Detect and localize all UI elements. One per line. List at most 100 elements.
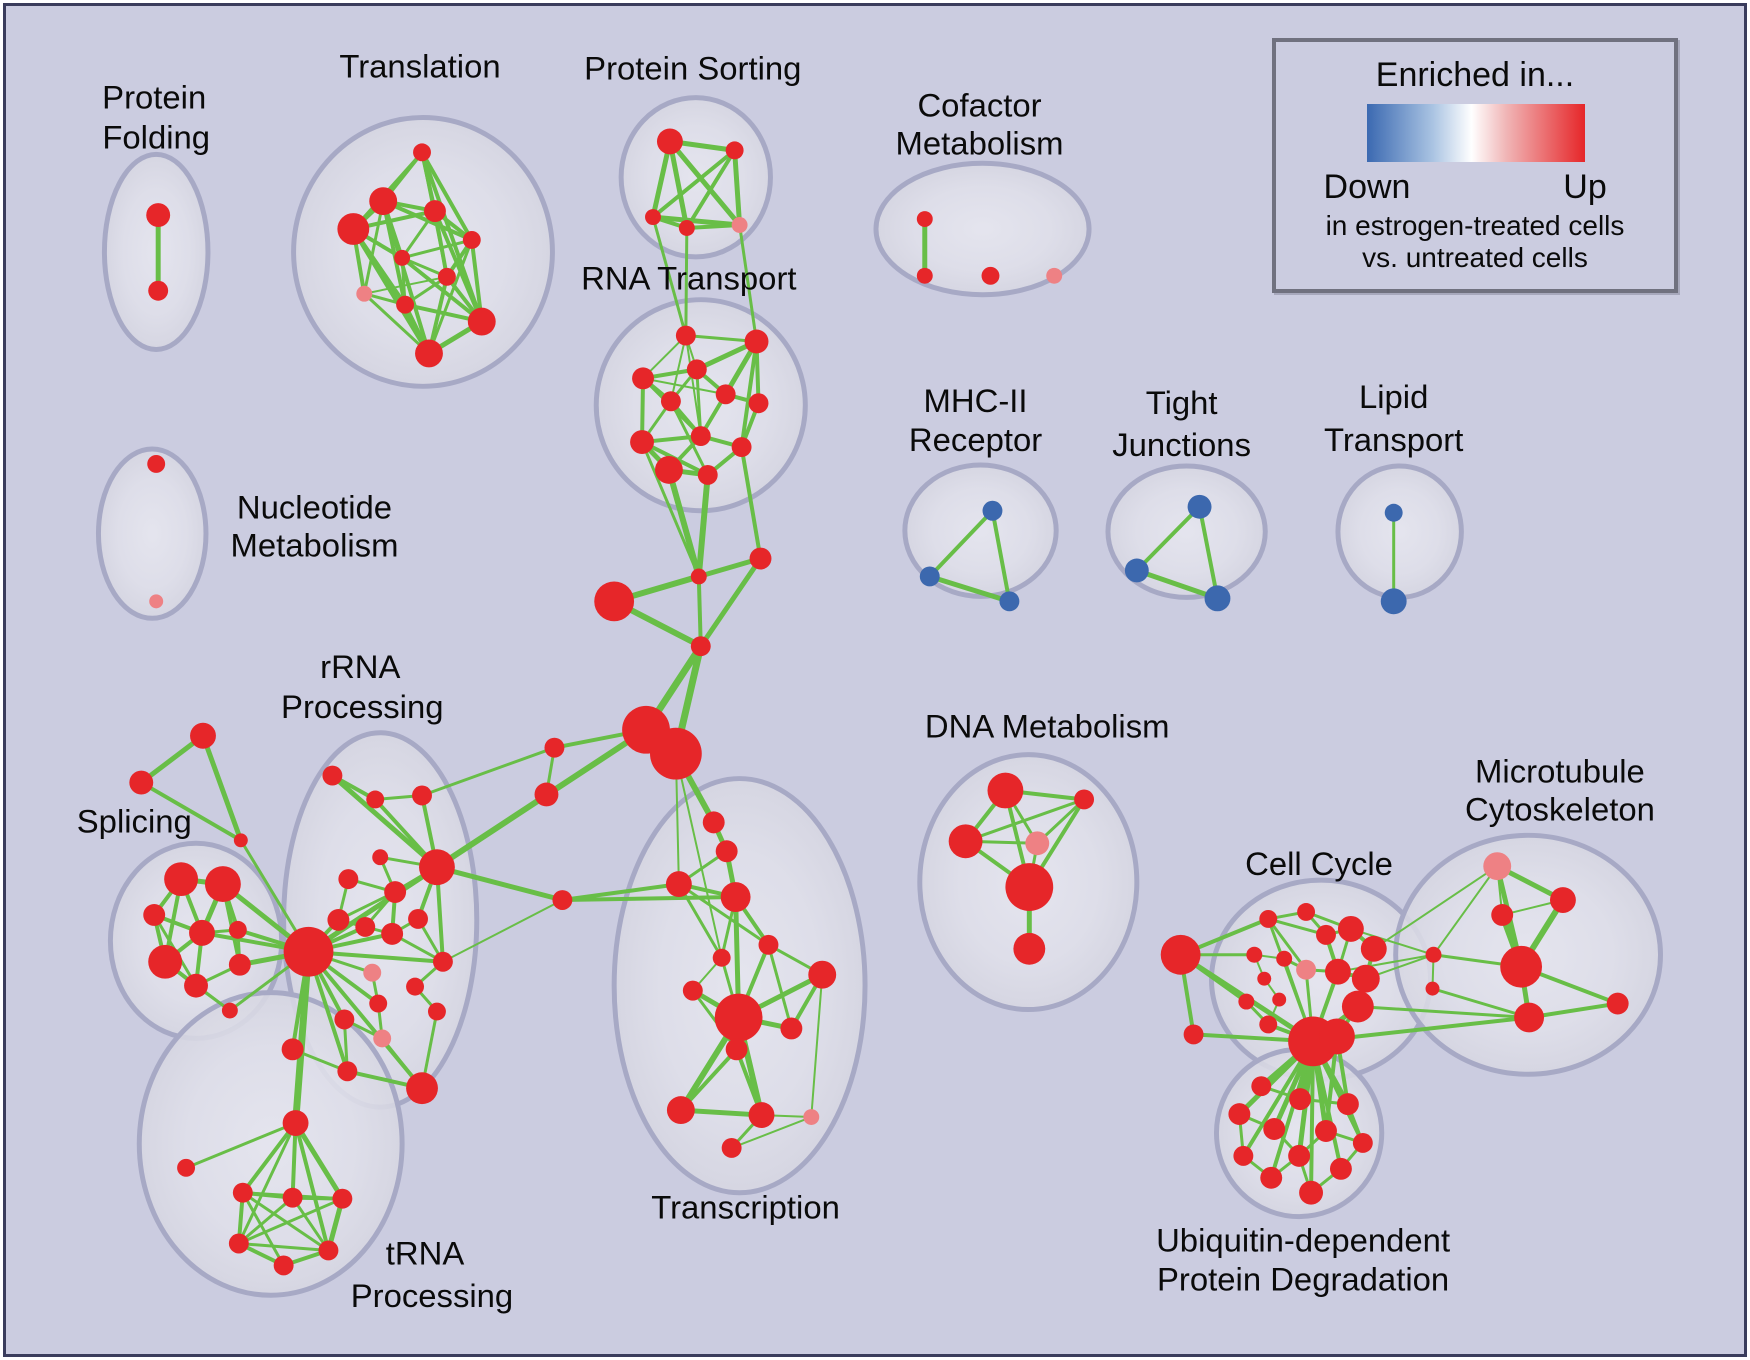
network-node[interactable]	[190, 722, 216, 749]
network-edge[interactable]	[1197, 504, 1220, 601]
network-node[interactable]	[282, 1110, 309, 1136]
network-node[interactable]	[1549, 887, 1576, 913]
network-node[interactable]	[148, 944, 183, 979]
network-node[interactable]	[1263, 1118, 1286, 1140]
network-edge[interactable]	[350, 226, 432, 356]
network-node[interactable]	[665, 871, 692, 898]
network-node[interactable]	[748, 1102, 775, 1129]
network-node[interactable]	[413, 143, 431, 162]
network-edge[interactable]	[420, 746, 556, 797]
network-edge[interactable]	[732, 147, 743, 228]
network-node[interactable]	[1046, 267, 1063, 284]
network-edge[interactable]	[738, 223, 759, 343]
network-node[interactable]	[552, 890, 573, 910]
network-node[interactable]	[731, 217, 748, 233]
network-edge[interactable]	[184, 1121, 298, 1170]
network-node[interactable]	[1204, 585, 1231, 612]
network-node[interactable]	[1425, 946, 1442, 963]
network-node[interactable]	[149, 594, 164, 609]
network-node[interactable]	[427, 1002, 446, 1021]
network-node[interactable]	[1352, 1132, 1373, 1153]
network-node[interactable]	[690, 426, 711, 447]
network-node[interactable]	[697, 464, 718, 485]
network-edge[interactable]	[420, 150, 474, 242]
network-node[interactable]	[129, 770, 154, 795]
network-node[interactable]	[1257, 971, 1272, 986]
network-edge[interactable]	[964, 797, 1086, 843]
network-edge[interactable]	[200, 733, 244, 843]
network-node[interactable]	[982, 500, 1003, 521]
network-node[interactable]	[749, 547, 772, 570]
network-edge[interactable]	[669, 334, 687, 403]
network-node[interactable]	[1160, 934, 1201, 975]
network-edge[interactable]	[1432, 865, 1499, 956]
network-node[interactable]	[690, 568, 707, 585]
network-edge[interactable]	[237, 1241, 330, 1252]
network-node[interactable]	[406, 1072, 438, 1105]
network-node[interactable]	[1319, 1018, 1355, 1055]
network-node[interactable]	[1329, 1157, 1352, 1180]
network-node[interactable]	[318, 1240, 339, 1261]
network-edge[interactable]	[730, 1116, 813, 1149]
network-edge[interactable]	[237, 1197, 344, 1245]
network-edge[interactable]	[434, 792, 549, 870]
network-edge[interactable]	[695, 471, 711, 580]
network-edge[interactable]	[739, 445, 763, 561]
network-edge[interactable]	[292, 948, 313, 1127]
network-node[interactable]	[355, 916, 376, 937]
network-node[interactable]	[916, 267, 933, 284]
network-node[interactable]	[1260, 1166, 1283, 1189]
network-node[interactable]	[1425, 981, 1440, 996]
network-edge[interactable]	[139, 780, 243, 843]
network-node[interactable]	[338, 869, 359, 890]
network-node[interactable]	[337, 213, 370, 245]
network-node[interactable]	[204, 866, 241, 903]
network-edge[interactable]	[432, 209, 449, 279]
network-edge[interactable]	[1134, 504, 1202, 573]
network-edge[interactable]	[381, 199, 431, 356]
network-node[interactable]	[143, 904, 166, 926]
network-node[interactable]	[1297, 903, 1316, 921]
network-node[interactable]	[1483, 852, 1512, 881]
network-node[interactable]	[177, 1158, 196, 1177]
network-edge[interactable]	[560, 895, 738, 903]
network-node[interactable]	[686, 359, 707, 380]
network-node[interactable]	[534, 782, 559, 807]
network-edge[interactable]	[432, 209, 484, 324]
network-node[interactable]	[148, 280, 169, 301]
network-edge[interactable]	[667, 138, 690, 231]
network-edge[interactable]	[441, 899, 564, 963]
network-node[interactable]	[1183, 1024, 1204, 1045]
network-node[interactable]	[1288, 1144, 1311, 1167]
network-node[interactable]	[424, 200, 446, 223]
network-node[interactable]	[981, 266, 1000, 285]
network-node[interactable]	[412, 785, 432, 806]
network-node[interactable]	[381, 922, 404, 945]
network-node[interactable]	[1246, 946, 1263, 963]
network-node[interactable]	[666, 1096, 695, 1125]
network-edge[interactable]	[677, 882, 770, 947]
network-edge[interactable]	[1134, 567, 1220, 601]
network-edge[interactable]	[927, 573, 1012, 604]
network-edge[interactable]	[434, 864, 565, 903]
network-node[interactable]	[675, 325, 696, 346]
network-node[interactable]	[327, 908, 350, 931]
network-node[interactable]	[660, 391, 681, 412]
network-edge[interactable]	[237, 1121, 298, 1245]
network-node[interactable]	[396, 295, 415, 314]
network-node[interactable]	[1341, 990, 1374, 1023]
network-node[interactable]	[415, 339, 443, 368]
network-node[interactable]	[803, 1109, 820, 1126]
network-edge[interactable]	[1431, 987, 1531, 1019]
network-edge[interactable]	[651, 215, 688, 338]
network-node[interactable]	[372, 849, 389, 866]
network-edge[interactable]	[560, 882, 681, 903]
network-node[interactable]	[715, 840, 738, 863]
network-node[interactable]	[645, 209, 661, 226]
network-node[interactable]	[1289, 1088, 1312, 1111]
network-edge[interactable]	[695, 367, 703, 438]
network-node[interactable]	[228, 953, 251, 976]
network-node[interactable]	[714, 993, 763, 1042]
network-node[interactable]	[384, 881, 407, 904]
network-edge[interactable]	[241, 1191, 330, 1252]
